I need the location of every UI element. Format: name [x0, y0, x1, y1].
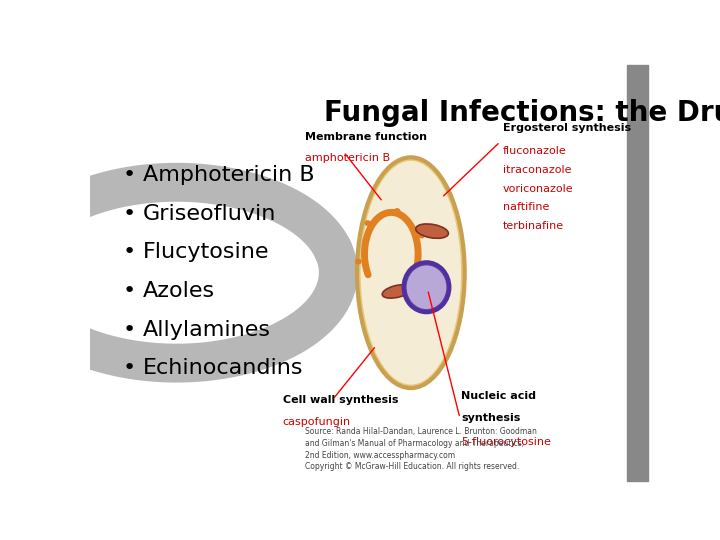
Text: Echinocandins: Echinocandins [143, 359, 304, 379]
Text: Azoles: Azoles [143, 281, 215, 301]
Ellipse shape [364, 220, 371, 226]
Text: fluconazole: fluconazole [503, 146, 567, 156]
Ellipse shape [417, 273, 423, 279]
Text: terbinafine: terbinafine [503, 221, 564, 231]
Text: naftifine: naftifine [503, 202, 549, 212]
Text: Source: Randa Hilal-Dandan, Laurence L. Brunton: Goodman
and Gilman's Manual of : Source: Randa Hilal-Dandan, Laurence L. … [305, 427, 536, 471]
Text: Amphotericin B: Amphotericin B [143, 165, 315, 185]
Text: •: • [122, 204, 135, 224]
Text: caspofungin: caspofungin [282, 417, 351, 427]
Text: itraconazole: itraconazole [503, 165, 572, 175]
Text: Ergosterol synthesis: Ergosterol synthesis [503, 124, 631, 133]
Text: Membrane function: Membrane function [305, 132, 427, 141]
Text: Allylamines: Allylamines [143, 320, 271, 340]
Text: Nucleic acid: Nucleic acid [461, 391, 536, 401]
Ellipse shape [418, 233, 425, 239]
Text: Fungal Infections: the Drugs: Fungal Infections: the Drugs [324, 99, 720, 126]
Bar [627, 65, 648, 481]
Text: Griseofluvin: Griseofluvin [143, 204, 276, 224]
Text: •: • [122, 242, 135, 262]
Text: synthesis: synthesis [461, 413, 521, 423]
Text: Cell wall synthesis: Cell wall synthesis [282, 395, 398, 406]
Text: •: • [122, 165, 135, 185]
Ellipse shape [355, 259, 361, 265]
Text: Flucytosine: Flucytosine [143, 242, 269, 262]
Ellipse shape [394, 208, 400, 214]
Text: 5-fluorocytosine: 5-fluorocytosine [461, 437, 551, 447]
Ellipse shape [361, 161, 461, 384]
Ellipse shape [415, 224, 449, 238]
Text: •: • [122, 281, 135, 301]
Text: •: • [122, 320, 135, 340]
Ellipse shape [405, 265, 447, 310]
Text: voriconazole: voriconazole [503, 184, 574, 194]
Ellipse shape [357, 157, 464, 388]
Ellipse shape [382, 285, 412, 298]
Text: amphotericin B: amphotericin B [305, 153, 390, 163]
Text: •: • [122, 359, 135, 379]
